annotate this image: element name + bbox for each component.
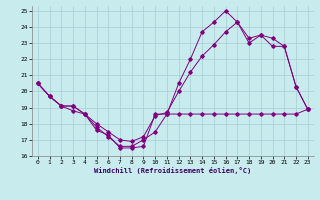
- X-axis label: Windchill (Refroidissement éolien,°C): Windchill (Refroidissement éolien,°C): [94, 167, 252, 174]
